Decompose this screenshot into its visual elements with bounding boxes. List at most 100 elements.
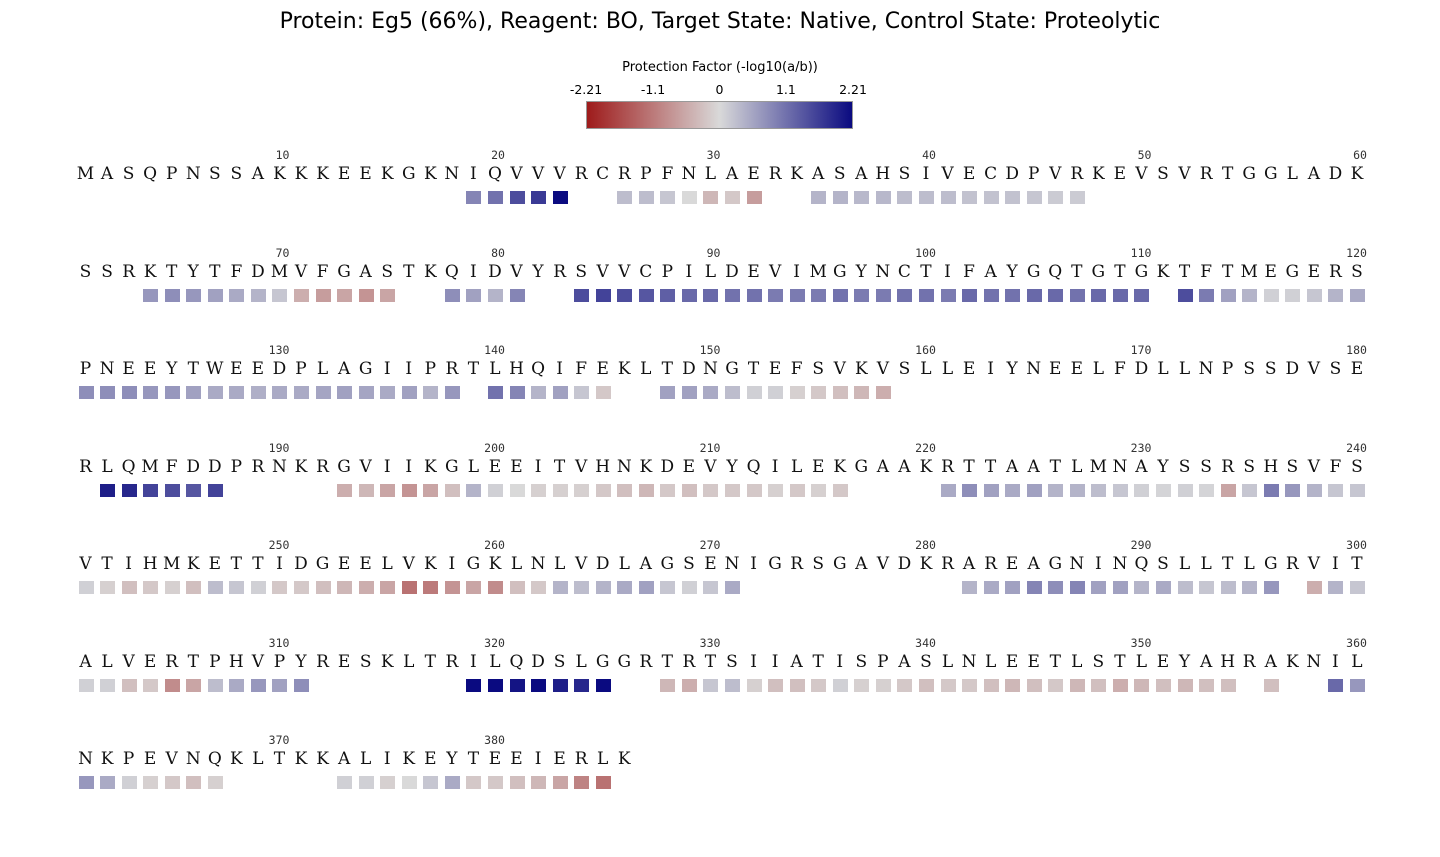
residue-letter: C (596, 164, 610, 184)
protection-square (509, 483, 525, 497)
protection-square (294, 288, 309, 302)
protection-square (380, 483, 396, 497)
protection-square (250, 288, 266, 302)
colorbar-tick-label: 0 (715, 82, 724, 97)
protection-square (1349, 678, 1365, 692)
protection-square (315, 581, 331, 594)
residue-letter: S (122, 164, 135, 184)
protection-square (681, 483, 697, 497)
residue-letter: H (1263, 456, 1279, 477)
residue-letter: E (1113, 164, 1127, 184)
residue-letter: A (251, 164, 265, 184)
residue-position-label: 30 (706, 148, 721, 162)
protection-square (811, 483, 827, 497)
residue-letter: G (1263, 164, 1278, 184)
residue-letter: I (771, 456, 779, 477)
protection-square (983, 678, 999, 692)
residue-letter: E (747, 164, 760, 184)
residue-letter: T (1221, 164, 1234, 184)
residue-position-label: 350 (1130, 635, 1152, 650)
residue-letter: G (1242, 164, 1256, 184)
protection-square (1134, 483, 1150, 497)
protection-square (897, 191, 913, 204)
protection-square (143, 581, 159, 594)
residue-letter: A (1264, 651, 1277, 672)
protection-square (466, 581, 482, 594)
residue-letter: Q (1048, 261, 1063, 282)
protection-square (1112, 483, 1128, 497)
residue-letter: G (337, 261, 351, 282)
protection-square (1048, 483, 1064, 497)
protection-square (918, 678, 934, 692)
residue-letter: K (423, 554, 437, 574)
protection-square (121, 581, 137, 594)
protection-square (703, 678, 719, 692)
residue-position-label: 370 (268, 733, 290, 747)
protection-square (1005, 288, 1021, 302)
residue-letter: N (1112, 554, 1128, 574)
protection-square (1328, 581, 1344, 594)
residue-letter: A (359, 261, 372, 282)
protection-square (681, 678, 697, 692)
protection-square (1220, 483, 1236, 497)
protection-square (1220, 581, 1236, 594)
protection-square (789, 483, 805, 497)
residue-position-label: 10 (275, 148, 290, 162)
protection-square (1242, 581, 1258, 594)
residue-letter: E (488, 749, 502, 769)
residue-letter: K (229, 749, 243, 769)
protection-square (574, 581, 590, 594)
protection-square (703, 483, 719, 497)
residue-letter: V (833, 359, 846, 379)
residue-letter: T (661, 651, 674, 672)
residue-letter: L (359, 749, 372, 769)
residue-letter: E (251, 359, 265, 379)
residue-letter: K (294, 164, 308, 184)
residue-letter: D (531, 651, 545, 672)
protection-square (250, 581, 266, 594)
residue-letter: V (402, 554, 415, 574)
residue-letter: V (1178, 164, 1191, 184)
protection-square (1112, 288, 1128, 302)
residue-letter: R (639, 651, 653, 672)
residue-letter: A (725, 164, 739, 184)
residue-letter: V (553, 164, 566, 184)
residue-letter: K (617, 359, 631, 379)
residue-letter: K (919, 456, 933, 477)
protection-square (207, 386, 223, 399)
residue-letter: T (1071, 261, 1083, 282)
residue-letter: L (1135, 651, 1148, 672)
residue-letter: Y (1157, 456, 1169, 477)
protection-square (1048, 191, 1064, 204)
protection-square (250, 386, 266, 399)
residue-letter: A (855, 164, 868, 184)
residue-letter: F (1113, 359, 1126, 379)
residue-position-label: 80 (491, 245, 505, 260)
residue-letter: E (359, 164, 372, 184)
residue-letter: R (574, 164, 588, 184)
residue-letter: T (1351, 554, 1363, 574)
residue-letter: T (166, 261, 178, 282)
protection-square (100, 776, 116, 789)
residue-letter: K (380, 164, 394, 184)
residue-letter: D (186, 456, 201, 477)
residue-letter: A (1307, 164, 1320, 184)
protection-square (681, 581, 697, 594)
residue-letter: I (1332, 651, 1339, 672)
residue-letter: G (445, 456, 459, 477)
residue-letter: I (793, 261, 800, 282)
residue-letter: N (185, 164, 201, 184)
residue-letter: T (101, 554, 113, 574)
protection-square (143, 776, 159, 789)
residue-letter: A (79, 651, 92, 672)
residue-letter: L (553, 554, 566, 574)
residue-letter: S (1329, 359, 1342, 379)
residue-letter: I (276, 554, 283, 574)
protection-square (703, 288, 719, 302)
protection-square (1069, 191, 1085, 204)
residue-letter: A (100, 164, 114, 184)
residue-letter: V (876, 554, 889, 574)
protection-square (1220, 288, 1236, 302)
protection-square (811, 678, 827, 692)
protection-square (143, 288, 159, 302)
